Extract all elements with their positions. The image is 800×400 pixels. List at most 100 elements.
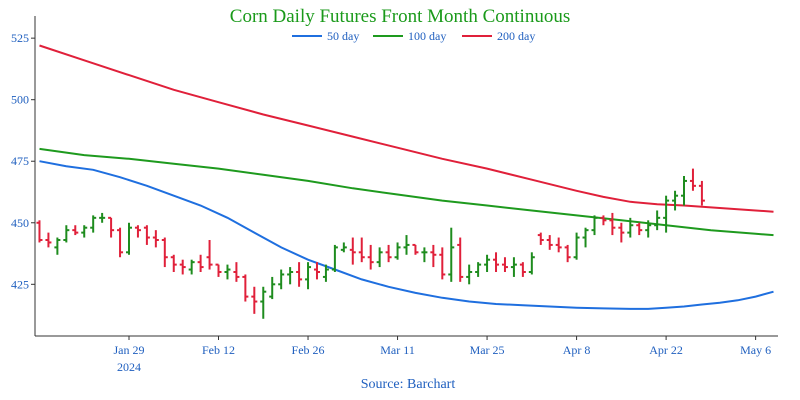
series-line-50-day xyxy=(39,160,774,310)
chart-axes xyxy=(31,16,778,340)
ohlc-bar xyxy=(349,237,356,265)
ohlc-bar xyxy=(45,232,52,248)
ohlc-bar xyxy=(430,244,437,268)
ohlc-bar xyxy=(564,244,571,263)
x-tick-label: May 6 xyxy=(740,343,771,357)
ohlc-bar xyxy=(206,240,213,270)
ohlc-bar xyxy=(421,247,428,263)
ohlc-bar xyxy=(36,220,43,243)
ohlc-bar xyxy=(385,244,392,263)
ohlc-bar xyxy=(519,262,526,277)
ohlc-bar xyxy=(322,264,329,282)
ohlc-bar xyxy=(582,227,589,248)
chart-source: Source: Barchart xyxy=(361,377,456,392)
x-tick-label: Mar 25 xyxy=(470,343,505,357)
ohlc-bar xyxy=(161,237,168,268)
ohlc-bar xyxy=(439,247,446,280)
ohlc-bar xyxy=(681,176,688,206)
ohlc-bar xyxy=(278,269,285,290)
ohlc-bar xyxy=(108,216,115,238)
ohlc-bar xyxy=(197,254,204,272)
ohlc-bar xyxy=(54,237,61,255)
ohlc-bar xyxy=(600,215,607,226)
ohlc-bar xyxy=(493,252,500,272)
y-tick-label: 525 xyxy=(11,31,29,45)
x-tick-sublabel: 2024 xyxy=(117,360,141,374)
ohlc-bar xyxy=(689,168,696,191)
ohlc-bar xyxy=(654,210,661,231)
ohlc-bar xyxy=(269,276,276,300)
ohlc-bar xyxy=(63,225,70,243)
ohlc-bar xyxy=(636,222,643,236)
ohlc-bar xyxy=(448,227,455,282)
ohlc-bar xyxy=(376,247,383,268)
ohlc-bar xyxy=(555,237,562,253)
series-line-200-day xyxy=(39,44,774,213)
ohlc-bar xyxy=(475,262,482,277)
ohlc-bar xyxy=(609,212,616,236)
ohlc-bar xyxy=(501,257,508,272)
x-tick-label: Apr 8 xyxy=(563,343,591,357)
ohlc-bar xyxy=(125,222,132,255)
x-tick-label: Feb 12 xyxy=(202,343,235,357)
ohlc-bar xyxy=(394,242,401,260)
ohlc-bar xyxy=(215,263,222,277)
ohlc-bar xyxy=(134,225,141,238)
ohlc-bar xyxy=(672,190,679,211)
ohlc-bar xyxy=(573,232,580,260)
ohlc-bar xyxy=(591,215,598,236)
chart-series-lines xyxy=(39,44,774,310)
ohlc-bar xyxy=(242,274,249,302)
ohlc-bar xyxy=(251,286,258,314)
ohlc-bar xyxy=(90,215,97,233)
ohlc-bar xyxy=(403,235,410,255)
legend-item: 100 day xyxy=(373,29,446,43)
ohlc-bar xyxy=(81,225,88,238)
ohlc-bar xyxy=(143,225,150,245)
ohlc-bar xyxy=(627,217,634,238)
ohlc-bar xyxy=(296,262,303,287)
ohlc-bar xyxy=(170,254,177,272)
ohlc-bar xyxy=(287,267,294,285)
ohlc-bar xyxy=(152,230,159,248)
ohlc-bar xyxy=(466,264,473,285)
ohlc-bar xyxy=(528,252,535,275)
x-tick-label: Mar 11 xyxy=(380,343,415,357)
ohlc-bar xyxy=(510,257,517,277)
ohlc-bar xyxy=(260,286,267,319)
y-tick-label: 450 xyxy=(11,216,29,230)
ohlc-bar xyxy=(224,264,231,280)
ohlc-bar xyxy=(313,262,320,280)
ohlc-bar xyxy=(117,227,124,258)
ohlc-bar xyxy=(340,242,347,253)
series-line-100-day xyxy=(39,147,774,237)
y-tick-label: 500 xyxy=(11,93,29,107)
chart-legend: 50 day 100 day 200 day xyxy=(292,29,535,43)
legend-item: 50 day xyxy=(292,29,359,43)
x-tick-label: Jan 29 xyxy=(113,343,144,357)
legend-label: 50 day xyxy=(327,29,359,43)
ohlc-bar xyxy=(188,259,195,275)
chart-title: Corn Daily Futures Front Month Continuou… xyxy=(230,6,570,27)
chart-tick-labels: 425 450 475 500 525 Jan 29 2024 Feb 12 Feb 26 Mar… xyxy=(11,31,771,374)
ohlc-bar xyxy=(663,195,670,233)
ohlc-bar xyxy=(233,262,240,282)
y-tick-label: 475 xyxy=(11,154,29,168)
ohlc-bar xyxy=(645,220,652,238)
ohlc-bar xyxy=(367,244,374,270)
legend-item: 200 day xyxy=(462,29,535,43)
x-tick-label: Feb 26 xyxy=(292,343,325,357)
legend-label: 100 day xyxy=(408,29,446,43)
ohlc-bar xyxy=(305,262,312,290)
chart-ohlc-bars xyxy=(36,168,705,319)
ohlc-bar xyxy=(698,180,705,206)
ohlc-bar xyxy=(99,212,106,223)
ohlc-bar xyxy=(618,222,625,243)
ohlc-bar xyxy=(331,244,338,272)
ohlc-bar xyxy=(537,232,544,245)
ohlc-bar xyxy=(358,237,365,263)
ohlc-bar xyxy=(484,254,491,272)
y-tick-label: 425 xyxy=(11,277,29,291)
ohlc-bar xyxy=(412,243,419,255)
